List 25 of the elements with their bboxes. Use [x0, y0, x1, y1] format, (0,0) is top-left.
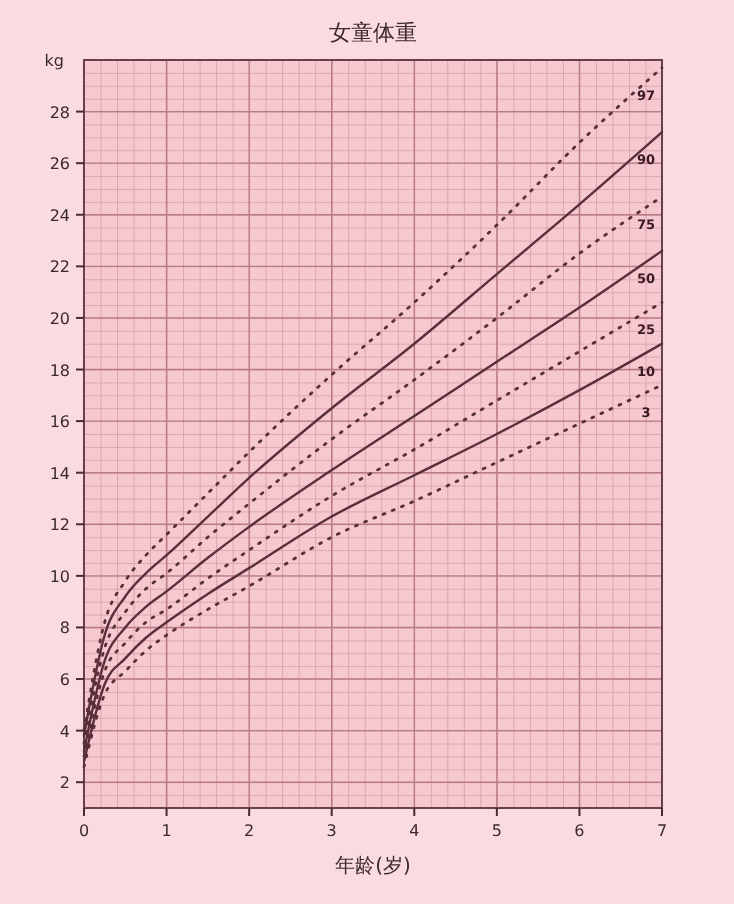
- y-tick-label: 12: [49, 516, 70, 535]
- y-tick-label: 4: [59, 722, 70, 741]
- y-tick-label: 6: [59, 671, 70, 690]
- y-tick-label: 26: [49, 155, 70, 174]
- x-tick-label: 1: [161, 822, 172, 840]
- x-tick-label: 3: [326, 822, 337, 840]
- y-tick-label: 10: [49, 567, 70, 586]
- x-tick-label: 2: [244, 822, 255, 840]
- y-tick-label: 22: [49, 258, 70, 277]
- y-tick-label: 20: [49, 309, 70, 328]
- y-tick-label: 16: [49, 413, 70, 432]
- y-tick-label: 18: [49, 361, 70, 380]
- x-tick-label: 6: [574, 822, 585, 840]
- x-tick-label: 7: [656, 822, 668, 840]
- y-tick-label: 14: [49, 464, 70, 483]
- x-tick-label: 0: [78, 822, 90, 840]
- x-tick-label: 5: [491, 822, 502, 840]
- y-tick-label: 28: [49, 103, 70, 122]
- y-tick-label: 8: [59, 619, 70, 638]
- x-axis-title: 年龄(岁): [335, 854, 411, 878]
- x-tick-label: 4: [409, 822, 420, 840]
- y-axis-title: kg: [44, 52, 64, 70]
- y-tick-label: 2: [59, 774, 70, 793]
- y-tick-label: 24: [49, 206, 70, 225]
- chart-title: 女童体重: [329, 20, 417, 46]
